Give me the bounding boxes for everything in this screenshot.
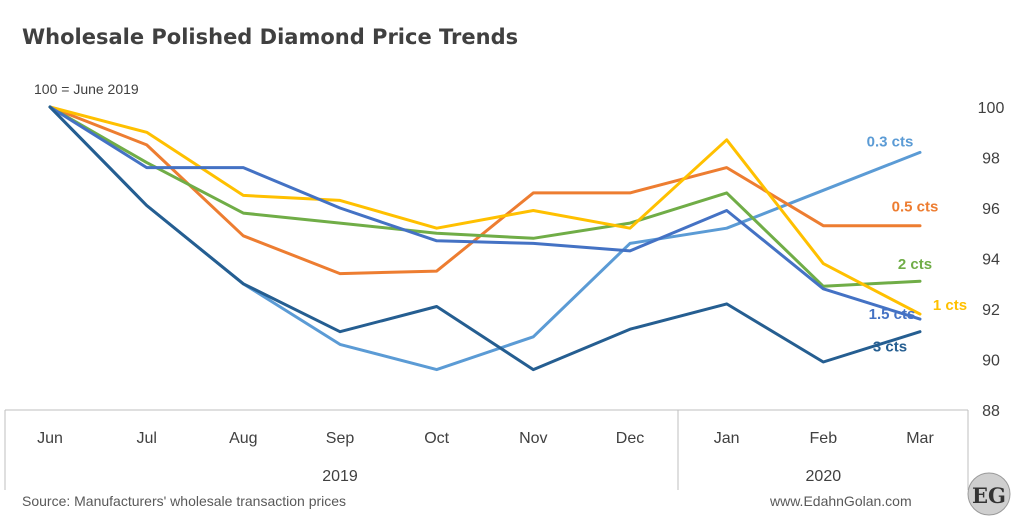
y-tick-label: 88 bbox=[982, 403, 1000, 420]
chart-title: Wholesale Polished Diamond Price Trends bbox=[22, 25, 518, 49]
y-tick-label: 96 bbox=[982, 201, 1000, 218]
series-label-2-cts: 2 cts bbox=[898, 256, 932, 273]
source-note: Source: Manufacturers' wholesale transac… bbox=[22, 493, 346, 509]
year-label: 2019 bbox=[322, 468, 358, 485]
year-label: 2020 bbox=[806, 468, 842, 485]
series-label-3-cts: 3 cts bbox=[873, 339, 907, 356]
x-tick-label: Jun bbox=[37, 430, 63, 447]
x-tick-label: Dec bbox=[616, 430, 644, 447]
y-tick-label: 90 bbox=[982, 353, 1000, 370]
x-tick-labels: Jun Jul Aug Sep Oct Nov Dec Jan Feb Mar bbox=[37, 430, 934, 447]
axes bbox=[4, 409, 969, 490]
y-tick-label: 98 bbox=[982, 151, 1000, 168]
y-tick-label: 100 bbox=[978, 100, 1005, 117]
series-line-1-5-cts bbox=[48, 105, 922, 321]
y-tick-label: 92 bbox=[982, 302, 1000, 319]
series-label-0-3-cts: 0.3 cts bbox=[867, 133, 914, 150]
series-label-1-cts: 1 cts bbox=[933, 297, 967, 314]
x-tick-label: Sep bbox=[326, 430, 355, 447]
series-label-1-5-cts: 1.5 cts bbox=[869, 306, 916, 323]
x-tick-label: Mar bbox=[906, 430, 934, 447]
series-labels: 0.3 cts 0.5 cts 2 cts 1 cts 1.5 cts 3 cts bbox=[867, 133, 967, 355]
series-lines bbox=[48, 105, 922, 372]
y-tick-labels: 88 90 92 94 96 98 100 bbox=[978, 100, 1005, 420]
x-tick-label: Oct bbox=[424, 430, 449, 447]
x-tick-label: Nov bbox=[519, 430, 547, 447]
logo-text: EG bbox=[972, 483, 1006, 508]
x-tick-label: Jul bbox=[136, 430, 156, 447]
x-tick-label: Aug bbox=[229, 430, 257, 447]
year-labels: 2019 2020 bbox=[322, 468, 841, 485]
series-line-3-cts bbox=[48, 105, 922, 372]
series-line-0-5-cts bbox=[48, 105, 922, 276]
series-line-2-cts bbox=[48, 105, 922, 288]
series-label-0-5-cts: 0.5 cts bbox=[892, 199, 939, 216]
series-line-1-cts bbox=[48, 105, 922, 316]
logo-badge bbox=[967, 472, 1011, 516]
website-link[interactable]: www.EdahnGolan.com bbox=[769, 493, 912, 509]
y-tick-label: 94 bbox=[982, 252, 1000, 269]
x-tick-label: Feb bbox=[810, 430, 838, 447]
eg-logo: EG bbox=[967, 472, 1011, 516]
index-base-note: 100 = June 2019 bbox=[34, 81, 139, 97]
x-tick-label: Jan bbox=[714, 430, 740, 447]
series-line-0-3-cts bbox=[48, 105, 922, 372]
